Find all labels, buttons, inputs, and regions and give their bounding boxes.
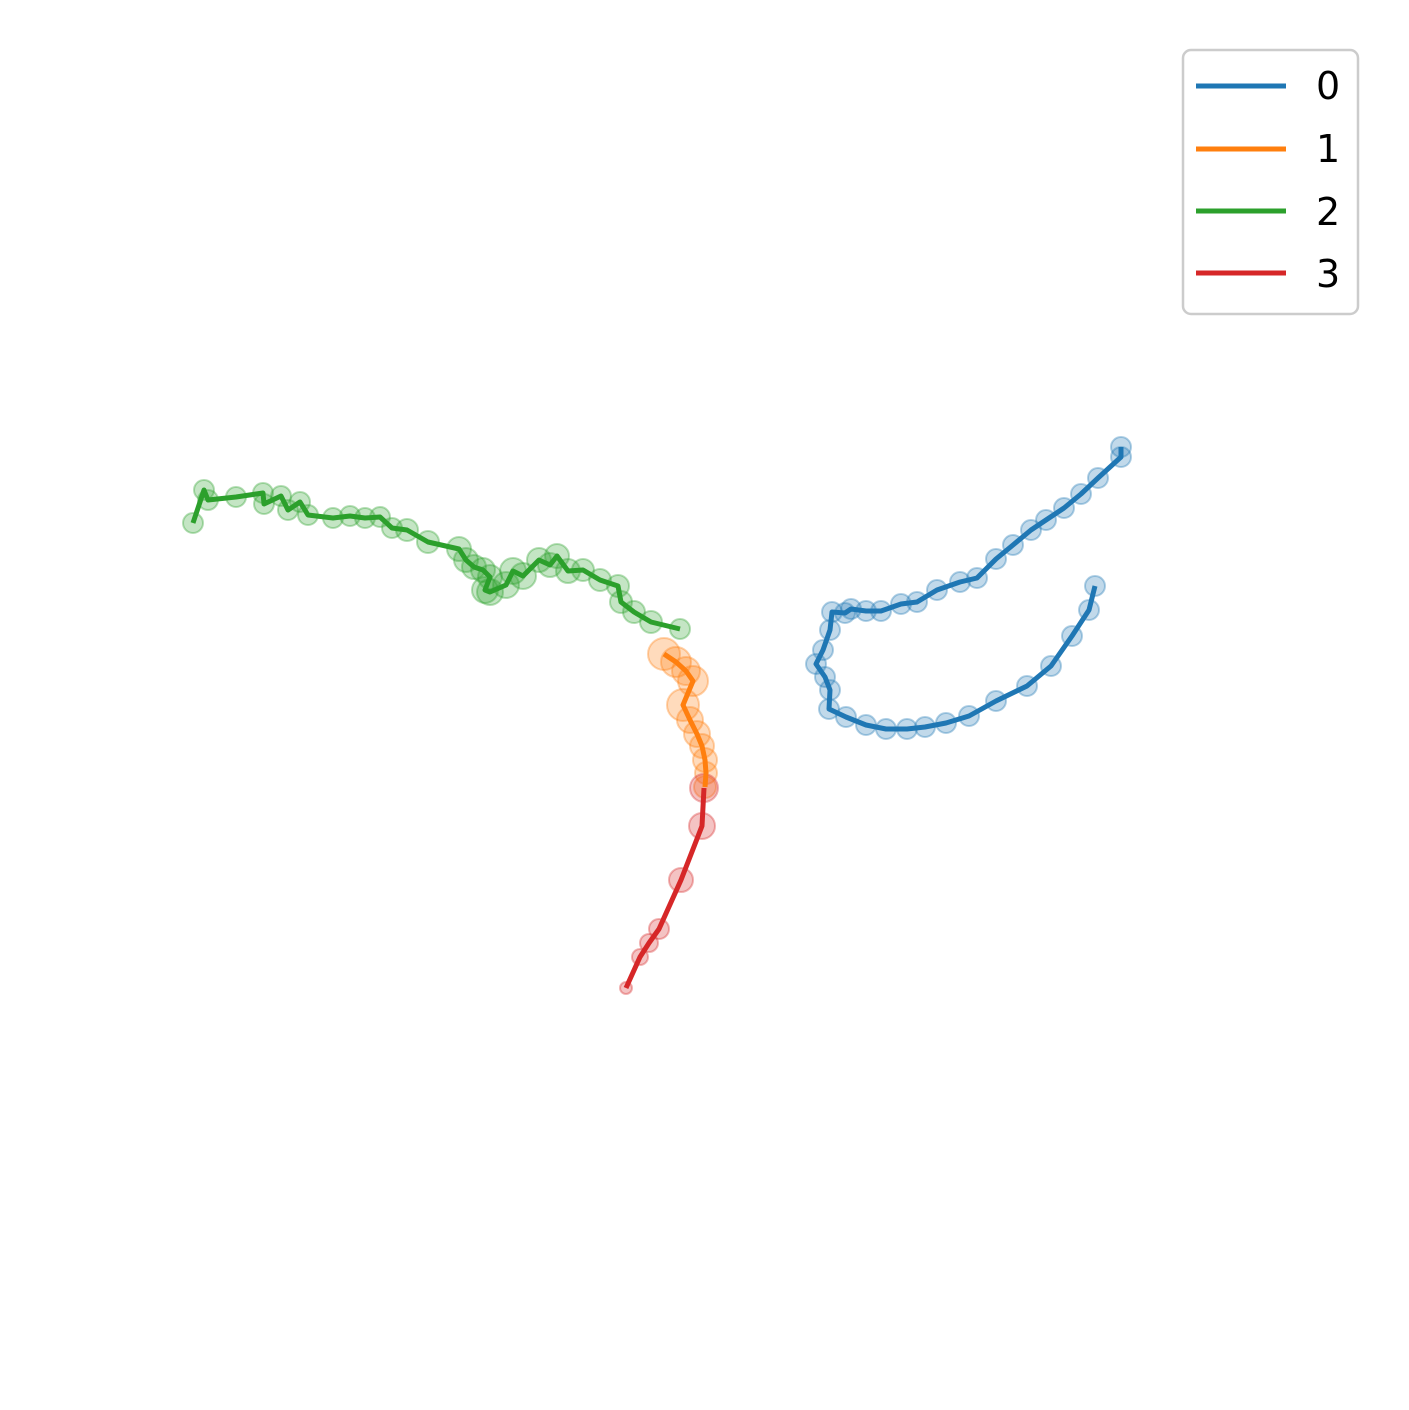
legend-box [1181, 48, 1360, 316]
plot-area [182, 436, 1132, 995]
legend-label-1: 1 [1316, 127, 1340, 171]
lines-layer [190, 447, 1124, 990]
legend: 0 1 2 3 [1181, 48, 1360, 316]
series-0-line [813, 447, 1124, 732]
series-3-line [623, 787, 707, 990]
legend-entry-3: 3 [1196, 252, 1340, 296]
legend-entry-0: 0 [1196, 64, 1340, 108]
series-1-line [662, 651, 709, 788]
series-2-line [190, 487, 681, 632]
legend-entry-1: 1 [1196, 127, 1340, 171]
legend-label-2: 2 [1316, 190, 1340, 234]
legend-label-0: 0 [1316, 64, 1340, 108]
legend-label-3: 3 [1316, 252, 1340, 296]
legend-entry-2: 2 [1196, 190, 1340, 234]
markers-layer [182, 436, 1132, 995]
